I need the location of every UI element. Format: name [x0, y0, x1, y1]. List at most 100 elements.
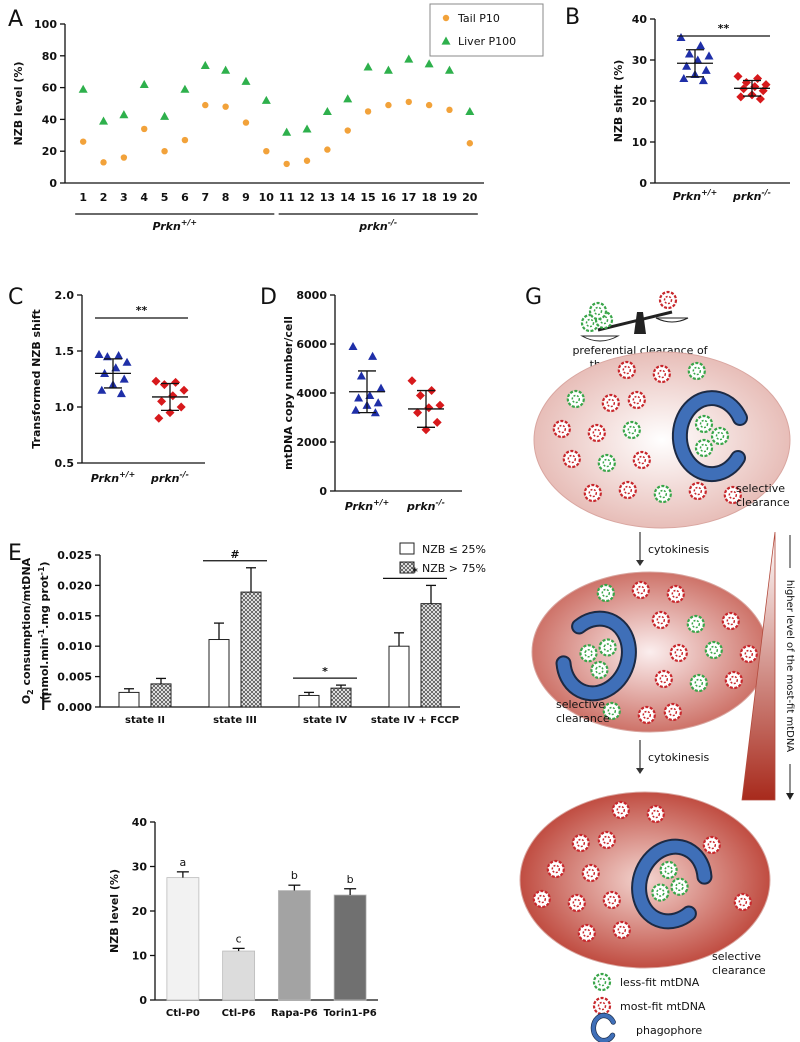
mtdna-ring: [587, 423, 606, 443]
x-tick-label: 10: [259, 191, 275, 204]
mtdna-core: [592, 428, 602, 438]
mtdna-ring: [710, 426, 730, 446]
data-point: [100, 159, 107, 166]
mtdna-glyph: [579, 644, 598, 663]
mtdna-ring: [733, 892, 752, 912]
transition-label: cytokinesis: [648, 751, 710, 764]
data-point: [324, 146, 331, 153]
group-label: Prkn+/+: [153, 218, 197, 233]
mtdna-ring: [622, 420, 641, 440]
group-label-part: prkn: [358, 220, 388, 233]
mtdna-ring: [651, 610, 670, 630]
y-tick-label: 4000: [296, 387, 327, 400]
data-point: [682, 61, 692, 70]
mtdna-core: [699, 419, 709, 429]
data-point: [222, 103, 229, 110]
mtdna-core: [607, 706, 617, 716]
transition-label: cytokinesis: [648, 543, 710, 556]
mtdna-core: [715, 431, 725, 441]
mtdna-core: [663, 295, 673, 305]
mtdna-core: [658, 489, 668, 499]
y-tick-label: 30: [632, 54, 648, 67]
mtdna-core: [675, 882, 684, 891]
data-point: [364, 108, 372, 115]
bar: [208, 639, 230, 708]
y-axis-label-part: -1: [37, 567, 46, 576]
arrow-head: [786, 793, 794, 800]
mtdna-glyph: [646, 804, 665, 824]
y-tick-label: 0.005: [57, 671, 92, 684]
legend-marker: [442, 14, 450, 22]
data-point: [753, 73, 763, 83]
bar: [222, 950, 256, 1001]
cell-label: clearance: [712, 964, 766, 977]
group-label-part: Prkn: [673, 190, 701, 203]
x-tick-label: 13: [320, 191, 335, 204]
panel-letter: F: [40, 691, 53, 716]
mtdna-glyph: [588, 301, 608, 321]
y-tick-label: 0.000: [57, 701, 92, 714]
x-tick-label: 14: [340, 191, 356, 204]
data-point: [698, 76, 708, 85]
bar: [277, 890, 311, 1001]
y-tick-label: 40: [632, 13, 648, 26]
y-axis-label: (nmol.min-1.mg prot-1): [37, 562, 51, 701]
phagophore: [590, 1012, 616, 1042]
mtdna-glyph: [632, 450, 651, 470]
data-point: [405, 98, 412, 106]
mtdna-ring: [602, 890, 621, 910]
group-label-part: Prkn: [153, 220, 181, 233]
mtdna-glyph: [670, 877, 689, 896]
data-point: [373, 398, 383, 407]
bar: [166, 877, 200, 1001]
mtdna-glyph: [666, 584, 685, 604]
y-axis-label: NZB level (%): [108, 869, 121, 953]
data-point: [241, 76, 251, 85]
legend-label: Liver P100: [458, 35, 516, 48]
data-point: [383, 65, 393, 74]
mtdna-ring: [721, 611, 740, 631]
mtdna-core: [599, 315, 609, 325]
group-label: Prkn+/+: [345, 498, 389, 513]
mtdna-ring: [611, 800, 630, 820]
significance-label: **: [718, 22, 730, 35]
mtdna-glyph: [618, 480, 637, 500]
y-tick-label: 0.015: [57, 610, 92, 623]
data-point: [282, 127, 292, 136]
mtdna-ring: [694, 414, 714, 434]
x-tick-label: 1: [79, 191, 87, 204]
data-point: [221, 65, 231, 74]
y-tick-label: 20: [42, 145, 58, 158]
data-point: [348, 341, 358, 351]
y-tick-label: 0: [319, 485, 327, 498]
mtdna-glyph: [566, 389, 585, 409]
data-point: [79, 138, 87, 145]
x-tick-label: 17: [401, 191, 416, 204]
mtdna-ring: [688, 481, 707, 501]
data-point: [415, 390, 425, 400]
mtdna-core: [642, 710, 652, 720]
x-tick-label: 18: [421, 191, 436, 204]
mtdna-core: [602, 835, 612, 845]
data-point: [376, 383, 386, 392]
bar-letter: a: [180, 856, 187, 869]
mtdna-core: [567, 454, 577, 464]
mtdna-core: [671, 589, 681, 599]
y-tick-label: 40: [42, 113, 58, 126]
mtdna-glyph: [651, 610, 670, 630]
y-axis-label-part: (nmol.min: [38, 638, 51, 701]
group-label-part: +/+: [701, 188, 717, 197]
mtdna-glyph: [627, 390, 646, 410]
group-label-part: prkn: [406, 500, 436, 513]
mtdna-ring: [571, 833, 590, 853]
mtdna-glyph: [532, 889, 551, 909]
mtdna-ring: [632, 450, 651, 470]
bar-letter: b: [347, 873, 354, 886]
mtdna-core: [657, 369, 667, 379]
mtdna-glyph: [598, 638, 617, 657]
mtdna-core: [738, 897, 748, 907]
arrow-head: [636, 768, 644, 774]
mtdna-ring: [552, 419, 571, 439]
data-point: [425, 101, 433, 109]
data-point: [176, 402, 186, 412]
